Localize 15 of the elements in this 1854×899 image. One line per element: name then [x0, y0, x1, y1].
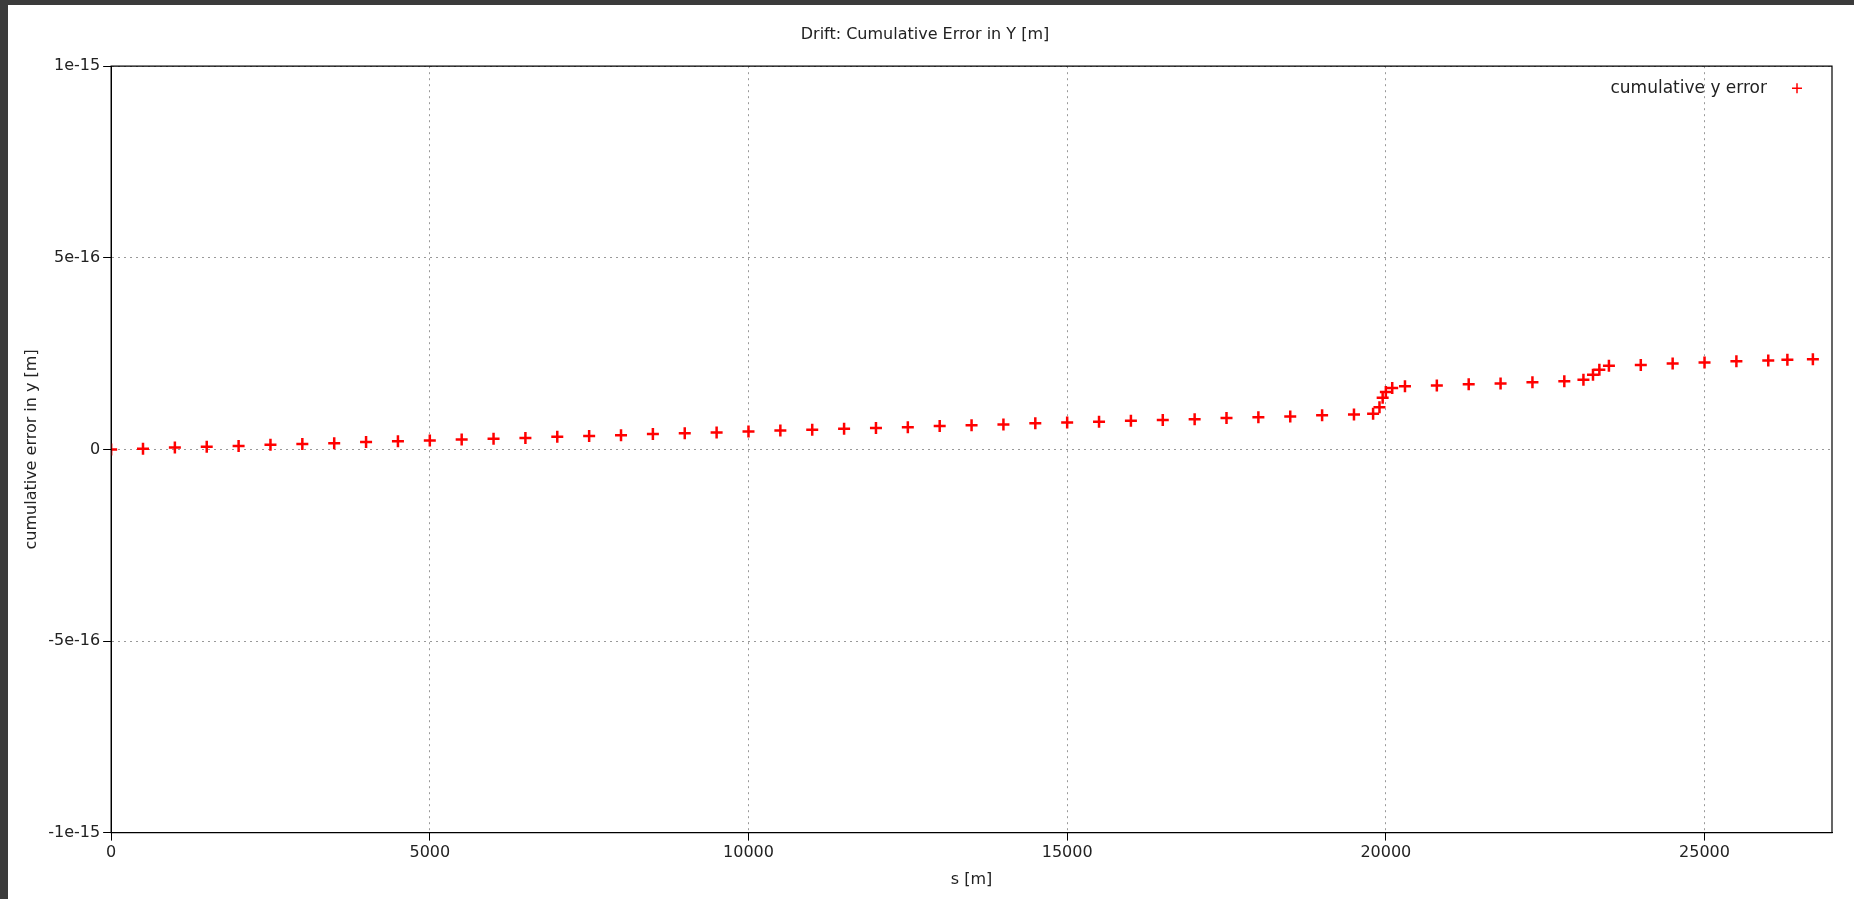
x-tick-label: 5000: [409, 842, 451, 862]
x-tick-label: 15000: [1041, 842, 1093, 862]
y-tick-label: 0: [89, 438, 101, 458]
legend-label: cumulative y error: [1610, 76, 1768, 97]
x-tick-label: 10000: [723, 842, 774, 862]
chart-title: Drift: Cumulative Error in Y [m]: [800, 23, 1050, 43]
y-tick-label: -5e-16: [48, 630, 101, 650]
y-tick-label: 1e-15: [53, 55, 101, 75]
x-tick-label: 20000: [1360, 842, 1412, 862]
x-tick-label: 0: [106, 842, 117, 862]
x-tick-label: 25000: [1679, 842, 1730, 862]
y-tick-label: -1e-15: [48, 821, 101, 841]
y-tick-label: 5e-16: [53, 246, 101, 266]
y-axis-title: cumulative error in y [m]: [20, 349, 40, 550]
x-axis-title: s [m]: [950, 868, 993, 888]
